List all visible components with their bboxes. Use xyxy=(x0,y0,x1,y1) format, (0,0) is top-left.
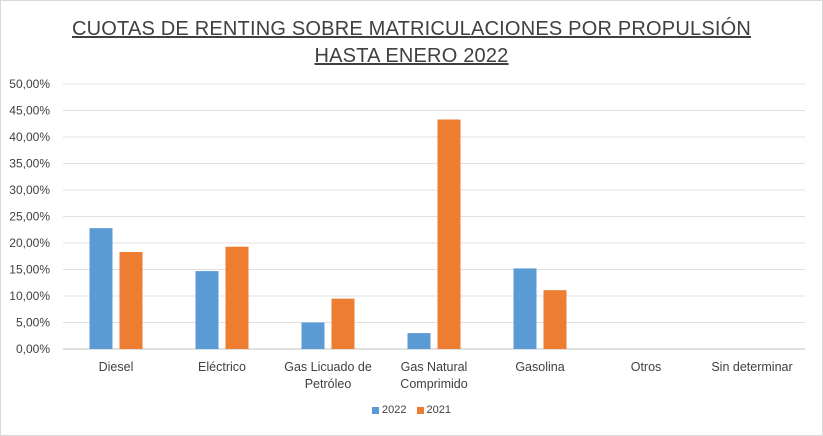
x-category-label: Comprimido xyxy=(400,377,467,391)
y-tick-label: 25,00% xyxy=(9,210,50,224)
y-tick-label: 40,00% xyxy=(9,130,50,144)
bar-2021 xyxy=(543,290,567,349)
y-tick-label: 30,00% xyxy=(9,183,50,197)
x-category-label: Gasolina xyxy=(515,360,564,374)
x-category-label: Eléctrico xyxy=(198,360,246,374)
chart-title: CUOTAS DE RENTING SOBRE MATRICULACIONES … xyxy=(71,18,752,40)
y-tick-label: 50,00% xyxy=(9,77,50,91)
x-category-label: Petróleo xyxy=(305,377,352,391)
legend-label-2022: 2022 xyxy=(382,404,407,416)
legend: 2022 2021 xyxy=(0,404,823,416)
x-category-label: Diesel xyxy=(99,360,134,374)
x-category-label: Gas Licuado de xyxy=(284,360,372,374)
legend-label-2021: 2021 xyxy=(426,404,451,416)
y-tick-label: 45,00% xyxy=(9,104,50,118)
bar-2021 xyxy=(225,246,249,349)
bar-2021 xyxy=(331,298,355,349)
legend-swatch-2022 xyxy=(372,406,380,414)
x-category-label: Gas Natural xyxy=(401,360,468,374)
y-tick-label: 5,00% xyxy=(16,316,50,330)
legend-swatch-2021 xyxy=(416,406,424,414)
bar-2021 xyxy=(437,119,461,349)
y-tick-label: 0,00% xyxy=(16,342,50,356)
bar-2022 xyxy=(407,333,431,349)
legend-item-2022: 2022 xyxy=(372,404,407,416)
y-tick-label: 35,00% xyxy=(9,157,50,171)
y-tick-label: 15,00% xyxy=(9,263,50,277)
x-category-label: Otros xyxy=(631,360,662,374)
y-tick-label: 10,00% xyxy=(9,289,50,303)
bar-2022 xyxy=(195,271,219,349)
chart-subtitle: HASTA ENERO 2022 xyxy=(314,45,509,67)
bar-2022 xyxy=(301,322,325,349)
x-category-label: Sin determinar xyxy=(711,360,792,374)
y-tick-label: 20,00% xyxy=(9,236,50,250)
bar-2022 xyxy=(89,228,113,349)
bar-2022 xyxy=(513,268,537,349)
bar-2021 xyxy=(119,252,143,349)
legend-item-2021: 2021 xyxy=(416,404,451,416)
